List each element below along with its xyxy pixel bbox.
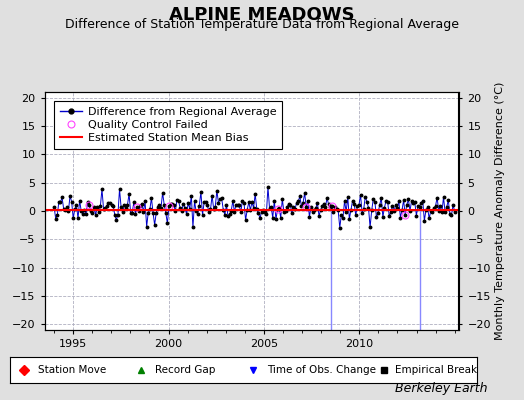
Text: Difference of Station Temperature Data from Regional Average: Difference of Station Temperature Data f…	[65, 18, 459, 31]
Text: Berkeley Earth: Berkeley Earth	[395, 382, 487, 395]
Text: Station Move: Station Move	[38, 365, 107, 375]
Text: ALPINE MEADOWS: ALPINE MEADOWS	[169, 6, 355, 24]
Text: Empirical Break: Empirical Break	[395, 365, 477, 375]
Text: Time of Obs. Change: Time of Obs. Change	[267, 365, 376, 375]
Y-axis label: Monthly Temperature Anomaly Difference (°C): Monthly Temperature Anomaly Difference (…	[495, 82, 505, 340]
Legend: Difference from Regional Average, Quality Control Failed, Estimated Station Mean: Difference from Regional Average, Qualit…	[54, 101, 282, 149]
Text: Record Gap: Record Gap	[155, 365, 215, 375]
